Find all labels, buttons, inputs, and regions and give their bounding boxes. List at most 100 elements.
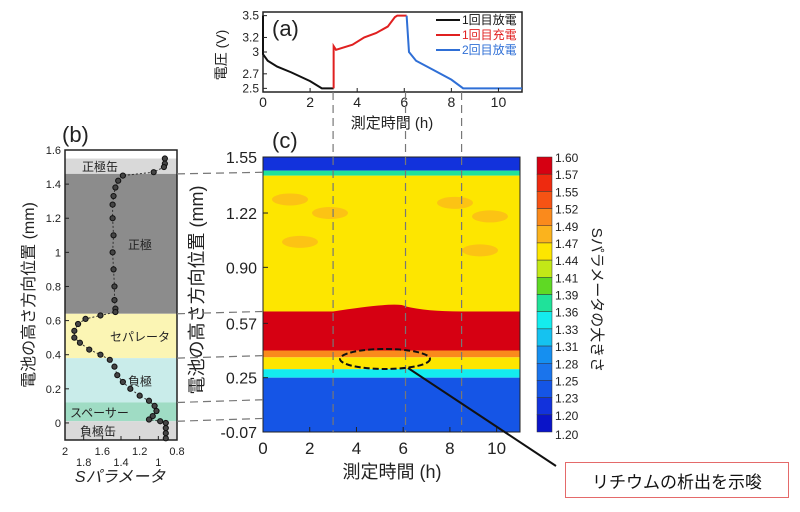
panel-b-xtick-label: 1.4 (113, 457, 128, 469)
colorbar-segment (536, 380, 553, 398)
panel-a-ytick-label: 3 (252, 45, 259, 59)
panel-c-xtick-label: 2 (305, 439, 314, 458)
colorbar-segment (536, 156, 553, 175)
panel-b-xlabel: Sパラメータ (75, 468, 166, 486)
panel-a-ytick-label: 3.5 (242, 9, 259, 23)
depth-guide-line (176, 310, 264, 315)
colorbar-segment (536, 277, 553, 295)
heatmap-patch (437, 196, 473, 209)
colorbar-segment (536, 259, 553, 278)
s-profile-point (145, 416, 153, 423)
panel-c-ytick-label: 0.25 (226, 371, 257, 388)
panel-c-ylabel: 電池の高さ方向位置 (mm) (187, 186, 207, 395)
colorbar-segment (536, 225, 553, 244)
s-profile-point (161, 155, 168, 162)
s-profile-point (71, 327, 78, 334)
panel-c-ytick-label: -0.07 (221, 425, 258, 442)
s-profile-point (111, 297, 118, 304)
depth-guide-line (176, 399, 264, 404)
colorbar-label: 1.33 (555, 323, 579, 337)
colorbar-label: 1.23 (555, 392, 579, 406)
lithium-deposition-ellipse (339, 348, 431, 370)
heatmap-patch (282, 235, 318, 248)
s-profile-point (109, 201, 116, 208)
panel-b-ytick-label: 1.6 (46, 145, 61, 157)
voltage-line-3 (405, 15, 522, 90)
panel-b-ytick-label: 0.6 (46, 316, 61, 328)
s-profile-point (162, 430, 169, 437)
s-profile-point (112, 308, 119, 316)
s-profile-point (114, 372, 121, 379)
s-profile-point (82, 315, 89, 322)
heatmap-band (263, 157, 520, 171)
guide-lines (176, 92, 463, 432)
panel-c-ytick-label: 0.57 (226, 316, 257, 333)
colorbar-label: 1.20 (555, 428, 579, 442)
annotation-box: リチウムの析出を示唆 (565, 462, 789, 498)
annotation-arrow-line (407, 367, 557, 467)
panel-a-xtick-label: 6 (400, 94, 408, 110)
s-profile-point (162, 419, 169, 427)
colorbar-label: 1.41 (555, 271, 579, 285)
heatmap-band (263, 357, 520, 370)
colorbar-title: Sパラメータの大きさ (588, 228, 605, 373)
panel-b-ytick-label: 0 (55, 418, 61, 430)
region-label: スペーサー (70, 406, 129, 420)
heatmap-patch (472, 210, 508, 223)
panel-b-ytick-label: 1.4 (46, 179, 61, 191)
colorbar-label: 1.47 (555, 237, 579, 251)
voltage-line-1 (262, 15, 334, 90)
panel-c-xlabel: 測定時間 (h) (343, 462, 442, 482)
s-profile-point (112, 184, 119, 191)
region-label: 負極缶 (80, 424, 116, 439)
heatmap-red-bulge (333, 304, 462, 312)
panel-a-ytick-label: 2.7 (242, 67, 259, 81)
colorbar-label: 1.57 (555, 168, 579, 182)
colorbar-segment (536, 294, 553, 312)
heatmap-band (263, 369, 520, 378)
colorbar-segment (536, 328, 553, 347)
s-profile-point (109, 215, 116, 222)
region-label: 負極 (128, 373, 152, 388)
panel-a-xtick-label: 2 (306, 94, 314, 110)
colorbar-segment (536, 363, 553, 381)
panel-a-xtick-label: 4 (353, 94, 361, 110)
panel-a-xlabel: 測定時間 (h) (351, 115, 434, 132)
s-profile-point (153, 407, 160, 415)
panel-c-xtick-label: 10 (487, 439, 506, 458)
panel-b-xtick-label: 0.8 (169, 446, 184, 458)
colorbar-label: 1.25 (555, 374, 579, 388)
s-profile-point (111, 363, 118, 370)
s-profile-point (119, 172, 126, 179)
region-label: 正極 (128, 237, 152, 252)
colorbar-label: 1.31 (555, 340, 579, 354)
panel-a-xtick-label: 10 (491, 94, 507, 110)
region-0 (65, 158, 177, 174)
panel-c-xtick-label: 8 (445, 439, 454, 458)
s-profile-point (136, 392, 143, 399)
panel-b-xtick-label: 1.2 (132, 446, 147, 458)
s-profile-point (162, 424, 169, 432)
s-profile-point (115, 177, 122, 184)
colorbar-label: 1.28 (555, 357, 579, 371)
panel-c-ytick-label: 0.90 (226, 260, 257, 277)
panel-b-ytick-label: 1 (55, 247, 61, 259)
legend-label: 1回目充電 (462, 27, 517, 42)
s-profile-point (110, 266, 117, 273)
panel-b-xtick-label: 1 (155, 457, 161, 469)
s-profile-point (151, 402, 158, 409)
colorbar-segment (536, 191, 553, 209)
s-profile-point (162, 435, 169, 442)
colorbar-label: 1.55 (555, 185, 579, 199)
depth-guide-line (176, 417, 264, 422)
s-profile-point (145, 397, 153, 404)
colorbar-segment (536, 173, 553, 192)
colorbar-segment (536, 397, 553, 416)
panel-b-ylabel: 電池の高さ方向位置 (mm) (20, 202, 38, 388)
panel-b-ytick-label: 0.2 (46, 384, 61, 396)
panel-c-xtick-label: 4 (352, 439, 361, 458)
panel-c-ytick-label: 1.22 (226, 206, 257, 223)
depth-guide-line (176, 355, 264, 359)
s-profile-point (111, 283, 118, 290)
